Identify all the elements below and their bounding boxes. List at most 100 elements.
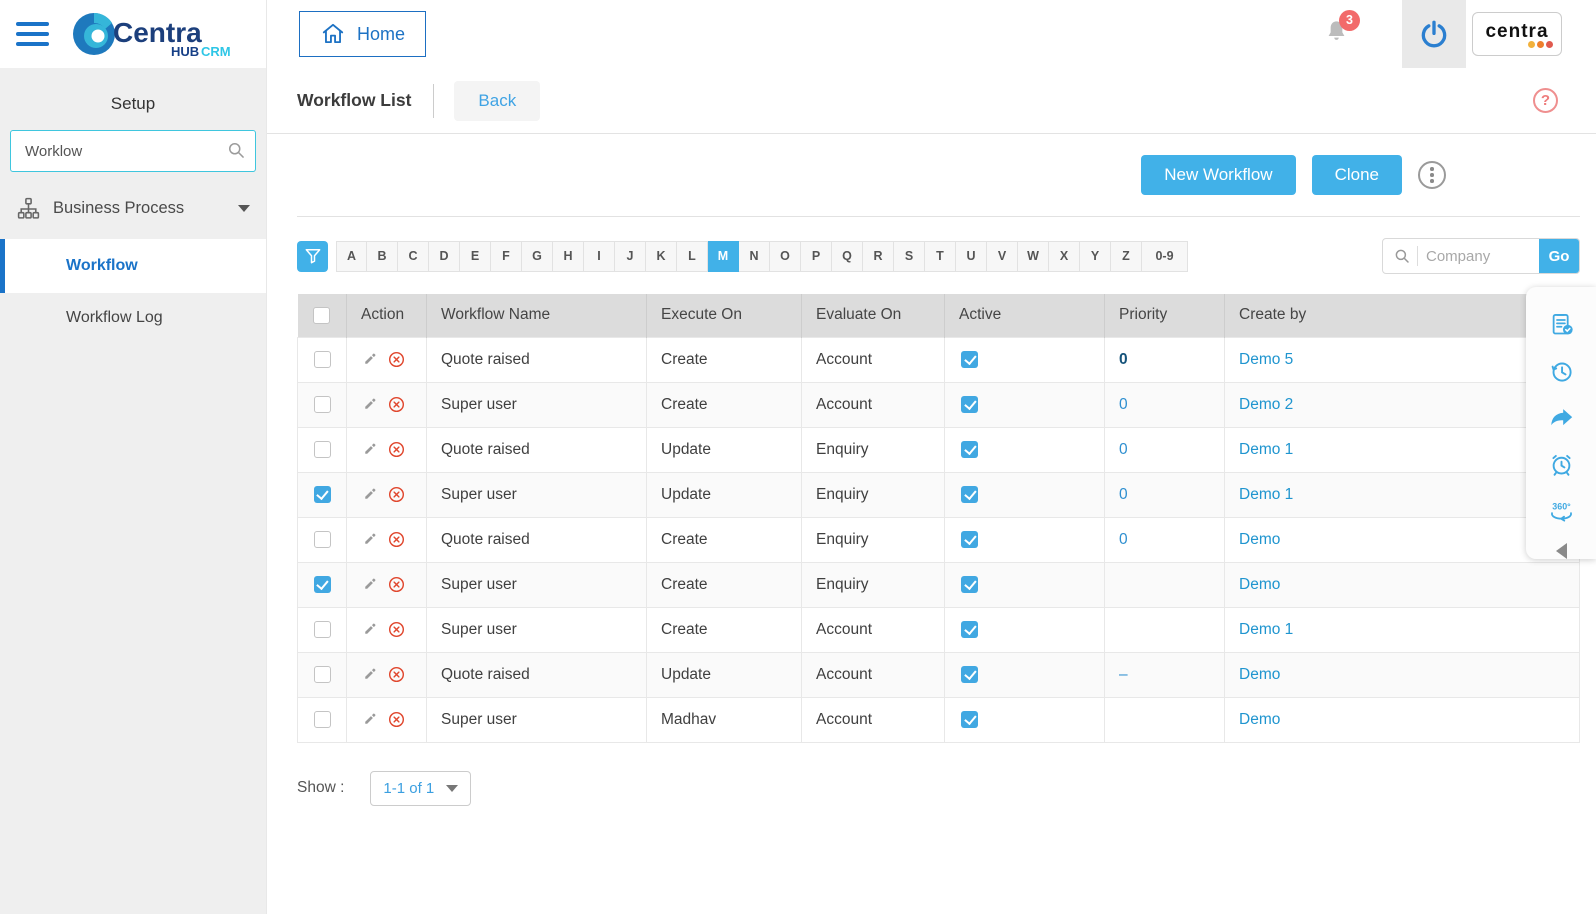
clone-button[interactable]: Clone (1311, 155, 1402, 195)
select-all-checkbox[interactable] (313, 306, 331, 324)
share-icon[interactable] (1548, 395, 1575, 442)
edit-icon[interactable] (361, 666, 378, 683)
history-icon[interactable] (1548, 348, 1575, 395)
delete-icon[interactable] (387, 440, 406, 459)
back-button[interactable]: Back (454, 80, 541, 121)
alphabet-letter-g[interactable]: G (522, 240, 553, 272)
alphabet-letter-0-9[interactable]: 0-9 (1142, 240, 1188, 272)
caret-down-icon (446, 784, 459, 792)
active-checkbox[interactable] (961, 575, 978, 593)
edit-icon[interactable] (361, 531, 378, 548)
edit-icon[interactable] (361, 621, 378, 638)
create-by-link[interactable]: Demo 1 (1224, 606, 1580, 653)
collapse-icon[interactable] (1555, 542, 1567, 559)
alphabet-letter-y[interactable]: Y (1080, 240, 1111, 272)
create-by-link[interactable]: Demo (1224, 651, 1580, 698)
active-checkbox[interactable] (961, 395, 978, 413)
row-select-checkbox[interactable] (313, 485, 331, 503)
alphabet-letter-e[interactable]: E (460, 240, 491, 272)
go-button[interactable]: Go (1539, 239, 1579, 273)
edit-icon[interactable] (361, 441, 378, 458)
row-select-checkbox[interactable] (313, 665, 331, 683)
active-checkbox[interactable] (961, 440, 978, 458)
delete-icon[interactable] (387, 665, 406, 684)
edit-icon[interactable] (361, 351, 378, 368)
create-by-link[interactable]: Demo (1224, 696, 1580, 743)
alphabet-letter-u[interactable]: U (956, 240, 987, 272)
alphabet-letter-x[interactable]: X (1049, 240, 1080, 272)
edit-icon[interactable] (361, 486, 378, 503)
evaluate-on-cell: Enquiry (801, 471, 945, 518)
active-checkbox[interactable] (961, 665, 978, 683)
row-select-checkbox[interactable] (313, 575, 331, 593)
delete-icon[interactable] (387, 620, 406, 639)
active-checkbox[interactable] (961, 350, 978, 368)
hamburger-menu-icon[interactable] (16, 16, 49, 52)
edit-icon[interactable] (361, 711, 378, 728)
alphabet-letter-q[interactable]: Q (832, 240, 863, 272)
alphabet-letter-o[interactable]: O (770, 240, 801, 272)
new-workflow-button[interactable]: New Workflow (1141, 155, 1296, 195)
create-by-link[interactable]: Demo 5 (1224, 336, 1580, 383)
delete-icon[interactable] (387, 485, 406, 504)
delete-icon[interactable] (387, 710, 406, 729)
create-by-link[interactable]: Demo 1 (1224, 471, 1580, 518)
alphabet-letter-h[interactable]: H (553, 240, 584, 272)
sidebar-search-input[interactable] (10, 130, 256, 172)
alphabet-letter-t[interactable]: T (925, 240, 956, 272)
home-button[interactable]: Home (299, 11, 427, 57)
row-select-checkbox[interactable] (313, 395, 331, 413)
tasks-icon[interactable] (1548, 301, 1575, 348)
alphabet-letter-d[interactable]: D (429, 240, 460, 272)
delete-icon[interactable] (387, 395, 406, 414)
logout-button[interactable] (1402, 0, 1466, 68)
alphabet-letter-n[interactable]: N (739, 240, 770, 272)
active-checkbox[interactable] (961, 485, 978, 503)
row-select-checkbox[interactable] (313, 620, 331, 638)
alphabet-letter-r[interactable]: R (863, 240, 894, 272)
edit-icon[interactable] (361, 396, 378, 413)
sidebar-item-workflow-log[interactable]: Workflow Log (66, 309, 163, 326)
top-bar: Home 3 centra (267, 0, 1596, 68)
sidebar-search (10, 130, 256, 172)
active-checkbox[interactable] (961, 710, 978, 728)
alphabet-letter-j[interactable]: J (615, 240, 646, 272)
row-select-checkbox[interactable] (313, 530, 331, 548)
page-range-dropdown[interactable]: 1-1 of 1 (370, 770, 472, 806)
sidebar-group-business-process[interactable]: Business Process (0, 172, 266, 239)
delete-icon[interactable] (387, 575, 406, 594)
alarm-icon[interactable] (1548, 441, 1575, 488)
alphabet-letter-c[interactable]: C (398, 240, 429, 272)
more-options-icon[interactable] (1418, 161, 1446, 189)
delete-icon[interactable] (387, 530, 406, 549)
help-icon[interactable]: ? (1533, 88, 1558, 113)
delete-icon[interactable] (387, 350, 406, 369)
alphabet-letter-i[interactable]: I (584, 240, 615, 272)
alphabet-letter-v[interactable]: V (987, 240, 1018, 272)
view-360-icon[interactable]: 360° (1547, 488, 1576, 535)
row-select-checkbox[interactable] (313, 710, 331, 728)
create-by-link[interactable]: Demo 1 (1224, 426, 1580, 473)
alphabet-letter-m[interactable]: M (708, 240, 739, 272)
alphabet-letter-l[interactable]: L (677, 240, 708, 272)
alphabet-letter-k[interactable]: K (646, 240, 677, 272)
active-checkbox[interactable] (961, 620, 978, 638)
company-search-input[interactable] (1418, 247, 1539, 265)
active-checkbox[interactable] (961, 530, 978, 548)
alphabet-letter-w[interactable]: W (1018, 240, 1049, 272)
alphabet-letter-s[interactable]: S (894, 240, 925, 272)
alphabet-letter-z[interactable]: Z (1111, 240, 1142, 272)
alphabet-letter-p[interactable]: P (801, 240, 832, 272)
row-select-checkbox[interactable] (313, 350, 331, 368)
alphabet-letter-b[interactable]: B (367, 240, 398, 272)
alphabet-letter-a[interactable]: A (336, 240, 367, 272)
alphabet-letter-f[interactable]: F (491, 240, 522, 272)
row-select-checkbox[interactable] (313, 440, 331, 458)
create-by-link[interactable]: Demo (1224, 516, 1580, 563)
create-by-link[interactable]: Demo (1224, 561, 1580, 608)
edit-icon[interactable] (361, 576, 378, 593)
create-by-link[interactable]: Demo 2 (1224, 381, 1580, 428)
filter-button[interactable] (297, 240, 328, 272)
sidebar-item-workflow[interactable]: Workflow (0, 239, 266, 293)
notifications-button[interactable]: 3 (1323, 9, 1360, 51)
